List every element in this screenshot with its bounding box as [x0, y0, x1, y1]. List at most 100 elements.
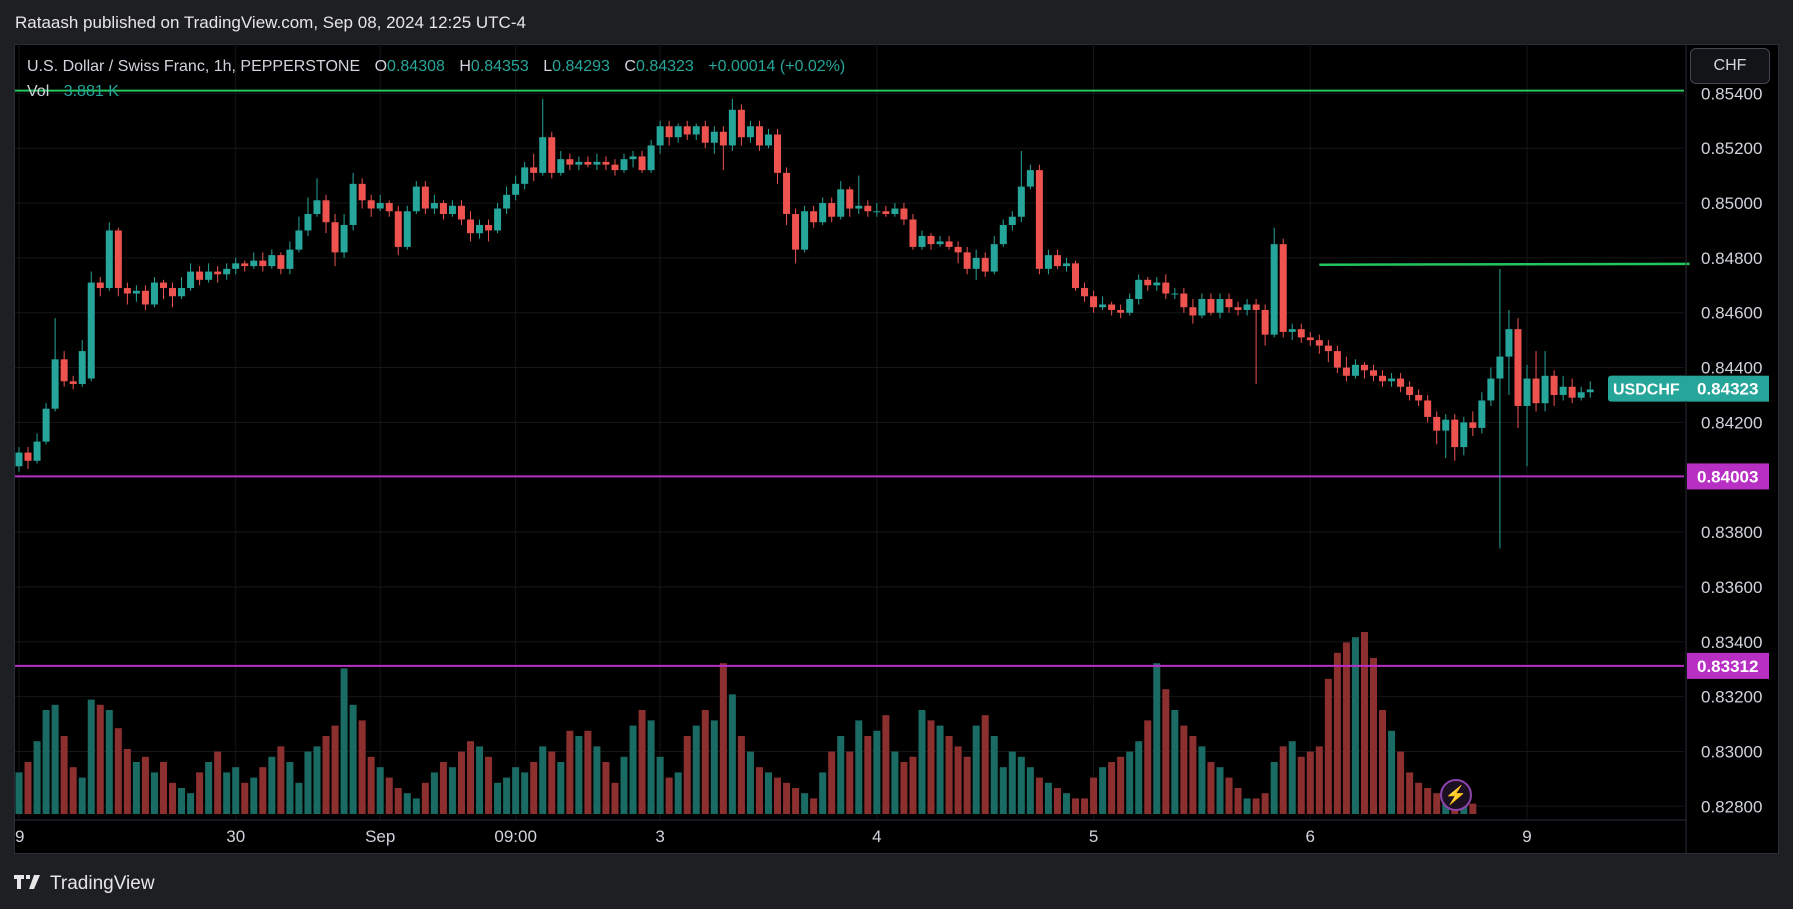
candle-body: [1225, 299, 1233, 308]
candle-body: [1351, 364, 1359, 376]
x-tick-label: 5: [1089, 827, 1098, 846]
candle-body: [232, 263, 240, 269]
y-tick-label: 0.83600: [1701, 578, 1762, 597]
candle-body: [105, 230, 113, 289]
volume-bar: [376, 767, 384, 814]
volume-bar: [801, 793, 809, 814]
candle-body: [1288, 329, 1296, 332]
volume-bar: [1342, 642, 1350, 814]
volume-row: Vol 3.881 K: [27, 79, 845, 104]
candle-body: [268, 255, 276, 267]
volume-bar: [241, 782, 249, 814]
candle-body: [1478, 400, 1486, 428]
currency-button[interactable]: CHF: [1690, 48, 1770, 84]
volume-bar: [503, 777, 511, 814]
candle-body: [864, 205, 872, 212]
level-price-label: 0.84003: [1697, 467, 1758, 486]
candle-body: [909, 219, 917, 247]
candle-body: [123, 288, 131, 294]
last-price-label: 0.84323: [1697, 380, 1758, 399]
volume-bar: [421, 782, 429, 814]
candle-body: [1252, 304, 1260, 310]
candle-body: [1379, 375, 1387, 382]
candle-body: [223, 268, 231, 275]
candle-body: [430, 203, 438, 209]
high-label: H: [459, 58, 471, 75]
volume-bar: [394, 788, 402, 814]
y-tick-label: 0.83000: [1701, 742, 1762, 761]
candle-body: [828, 203, 836, 217]
x-tick-label: 9: [1522, 827, 1531, 846]
candle-body: [60, 359, 68, 382]
volume-bar: [1008, 751, 1016, 814]
volume-bar: [737, 736, 745, 814]
volume-bar: [96, 704, 104, 814]
volume-bar: [205, 762, 213, 814]
volume-bar: [268, 756, 276, 814]
x-tick-label: 6: [1306, 827, 1315, 846]
candle-body: [855, 205, 863, 209]
volume-bar: [169, 782, 177, 814]
close-value: 0.84323: [635, 58, 694, 75]
candle-body: [349, 183, 357, 225]
candle-body: [1270, 244, 1278, 335]
lightning-icon[interactable]: ⚡: [1440, 779, 1472, 811]
volume-bar: [1026, 767, 1034, 814]
candle-body: [638, 156, 646, 171]
candle-body: [205, 271, 213, 280]
candle-body: [1008, 216, 1016, 225]
volume-bar: [494, 782, 502, 814]
volume-bar: [331, 725, 339, 814]
volume-bar: [557, 762, 565, 814]
candle-body: [1315, 340, 1323, 346]
candle-body: [1514, 329, 1522, 406]
volume-bar: [774, 777, 782, 814]
volume-bar: [1315, 746, 1323, 814]
instrument-name[interactable]: U.S. Dollar / Swiss Franc, 1h, PEPPERSTO…: [27, 58, 361, 75]
candle-body: [376, 203, 384, 209]
candle-body: [1135, 279, 1143, 300]
candle-body: [647, 145, 655, 171]
chart-frame[interactable]: [14, 44, 1779, 854]
candle-body: [602, 161, 610, 165]
x-tick-label: 3: [655, 827, 664, 846]
candle-body: [674, 126, 682, 138]
volume-bar: [349, 704, 357, 814]
volume-bar: [295, 782, 303, 814]
volume-bar: [1424, 788, 1432, 814]
x-tick-label: 30: [226, 827, 245, 846]
candle-body: [277, 255, 285, 269]
candle-body: [403, 211, 411, 247]
volume-bar: [42, 710, 50, 814]
candle-body: [313, 200, 321, 215]
candle-body: [810, 211, 818, 223]
volume-bar: [810, 798, 818, 814]
volume-bar: [448, 767, 456, 814]
volume-bar: [1270, 762, 1278, 814]
volume-bar: [1252, 798, 1260, 814]
trendline: [1319, 262, 1690, 266]
publish-header: Rataash published on TradingView.com, Se…: [0, 0, 1793, 44]
candle-body: [1559, 386, 1567, 395]
candle-body: [1090, 296, 1098, 308]
footer-brand[interactable]: TradingView: [50, 873, 155, 894]
candle-body: [1505, 329, 1513, 357]
candle-body: [1189, 307, 1197, 316]
candle-body: [1234, 307, 1242, 310]
candle-body: [1017, 186, 1025, 217]
candle-body: [945, 241, 953, 247]
candle-body: [178, 288, 186, 297]
volume-bar: [403, 793, 411, 814]
y-tick-label: 0.82800: [1701, 797, 1762, 816]
volume-bar: [1306, 751, 1314, 814]
volume-bar: [322, 736, 330, 814]
volume-bar: [665, 777, 673, 814]
volume-label[interactable]: Vol: [27, 83, 50, 100]
candle-body: [548, 137, 556, 173]
candle-body: [503, 194, 511, 209]
volume-bar: [990, 736, 998, 814]
volume-bar: [710, 720, 718, 814]
footer: TradingView: [14, 869, 155, 899]
volume-bar: [1388, 730, 1396, 814]
